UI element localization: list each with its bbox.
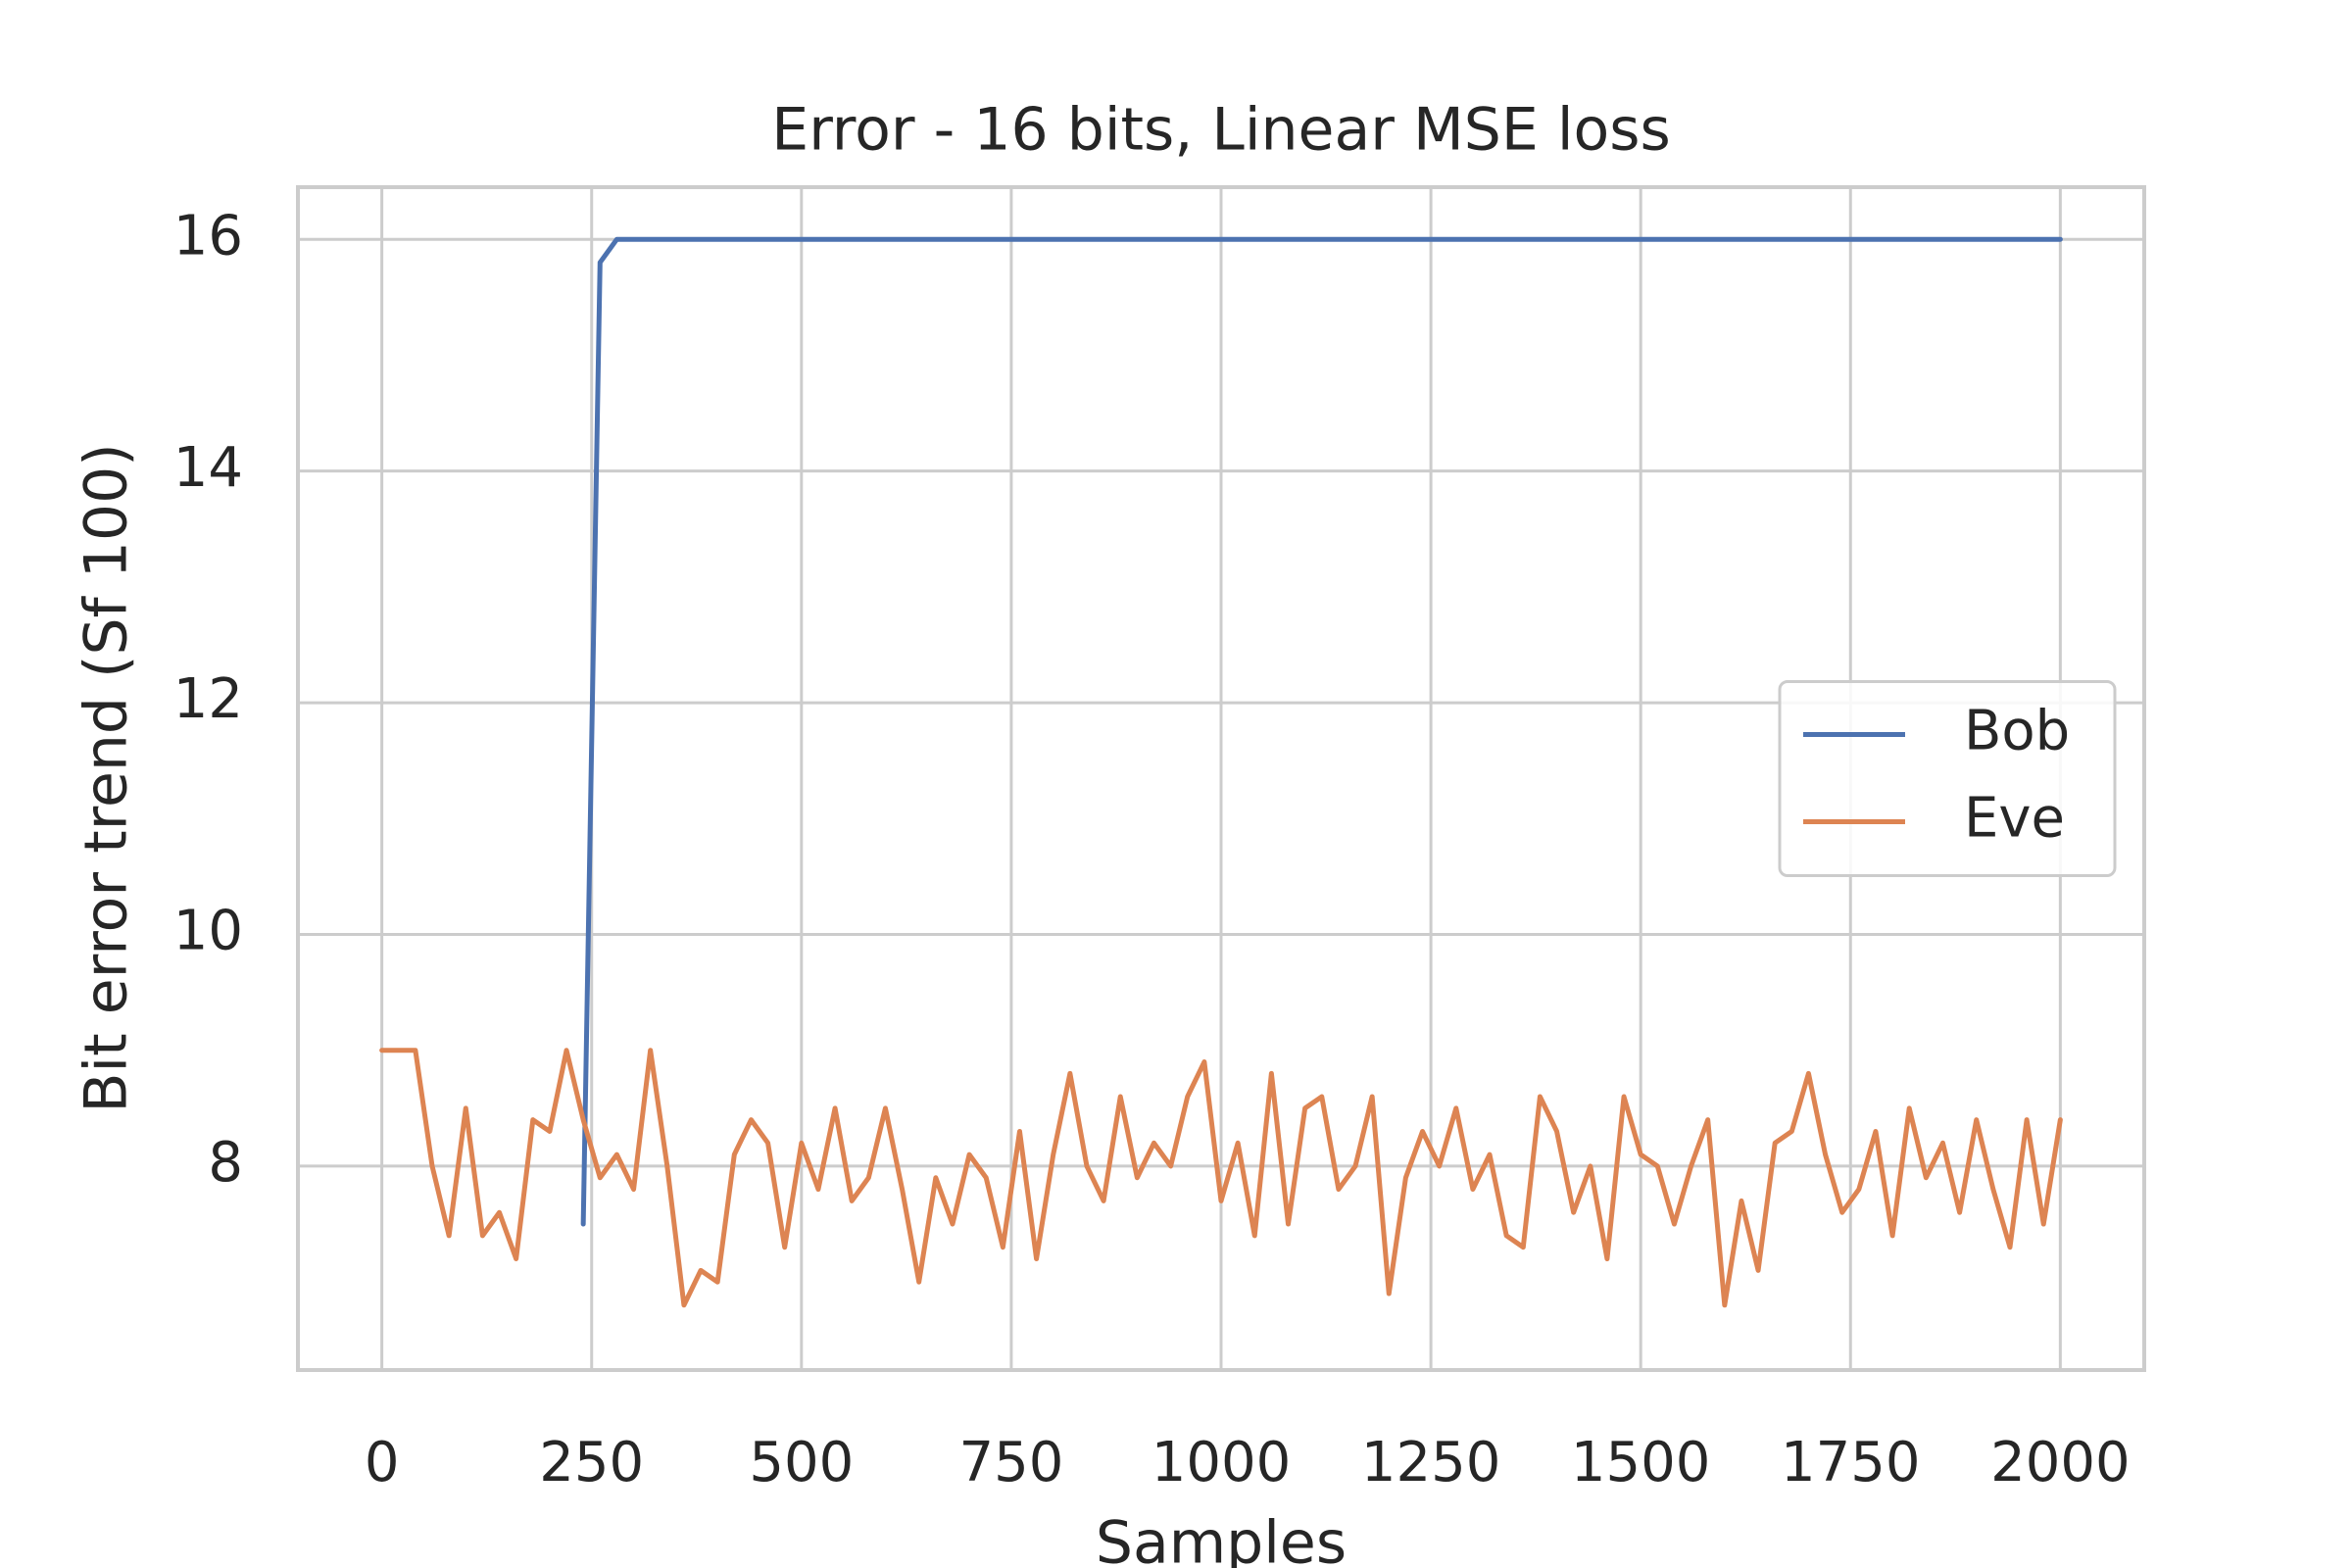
x-tick-label: 0 — [365, 1431, 400, 1494]
y-axis-label: Bit error trend (Sf 100) — [73, 443, 141, 1112]
x-tick-label: 1750 — [1781, 1431, 1921, 1494]
x-tick-label: 2000 — [1990, 1431, 2131, 1494]
chart-title: Error - 16 bits, Linear MSE loss — [771, 96, 1670, 165]
x-tick-label: 1250 — [1361, 1431, 1501, 1494]
y-tick-label: 16 — [173, 204, 243, 268]
y-tick-label: 8 — [208, 1131, 243, 1195]
x-tick-label: 250 — [539, 1431, 644, 1494]
x-tick-label: 1000 — [1152, 1431, 1292, 1494]
x-axis-label: Samples — [1096, 1509, 1347, 1568]
legend: Bob Eve — [1778, 680, 2117, 877]
legend-label: Bob — [1964, 700, 2070, 763]
x-tick-label: 500 — [749, 1431, 854, 1494]
legend-label: Eve — [1964, 787, 2065, 851]
plot-frame — [296, 185, 2146, 1372]
x-tick-label: 750 — [958, 1431, 1063, 1494]
line-series — [379, 1048, 2063, 1308]
x-tick-label: 1500 — [1571, 1431, 1711, 1494]
y-tick-label: 10 — [173, 900, 243, 963]
y-tick-label: 12 — [173, 667, 243, 731]
y-tick-label: 14 — [173, 436, 243, 500]
legend-box — [1778, 680, 2117, 877]
line-series — [580, 236, 2063, 1227]
